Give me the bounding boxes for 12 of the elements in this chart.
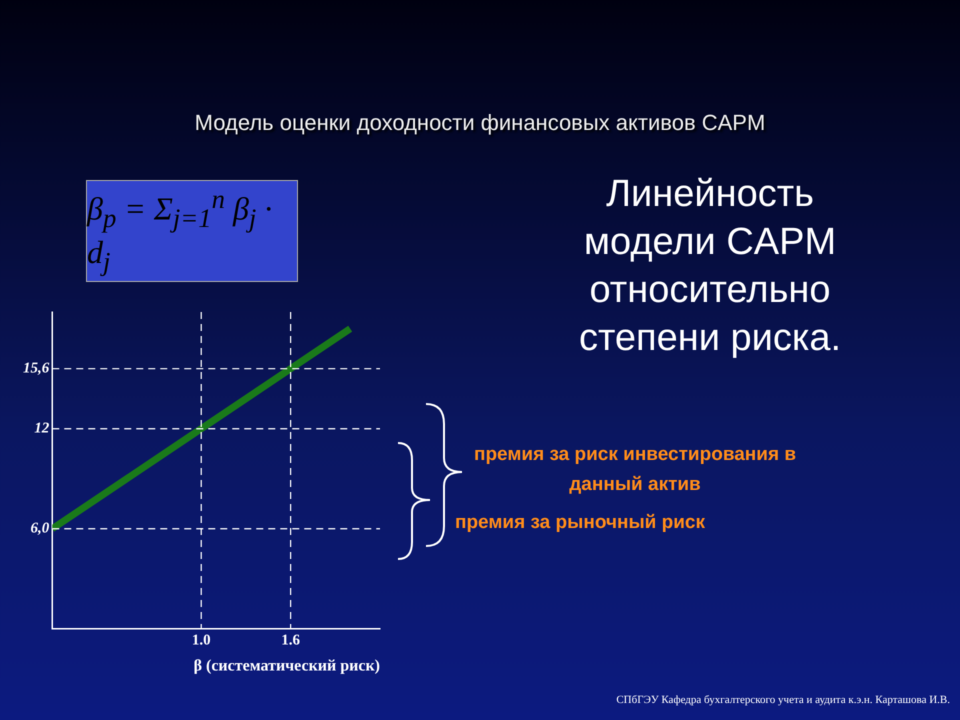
text: β$_{p}$ = Σ$_{j=1}$$^{n}$ β$_{j}$ · d$_{j}$ — [87, 184, 272, 277]
text: Модель оценки доходности финансовых активов CAPM — [194, 110, 766, 136]
text: СПбГЭУ Кафедра бухгалтерского учета и аудита к.э.н. Карташова И.В. — [615, 694, 950, 706]
text: Линейность модели CAPM относительно степени риска. — [578, 172, 842, 361]
x-tick-label: 1.6 — [281, 632, 300, 649]
y-tick-label: 6,0 — [30, 520, 50, 537]
text: премия за риск инвестирования в данный актив — [472, 443, 798, 497]
x-tick-label: 1.0 — [192, 632, 211, 649]
x-axis-title: β (систематический риск) — [194, 658, 380, 675]
text: премия за рыночный риск — [454, 512, 706, 534]
y-tick-label: 15,6 — [23, 360, 50, 377]
y-tick-label: 12 — [34, 420, 50, 437]
